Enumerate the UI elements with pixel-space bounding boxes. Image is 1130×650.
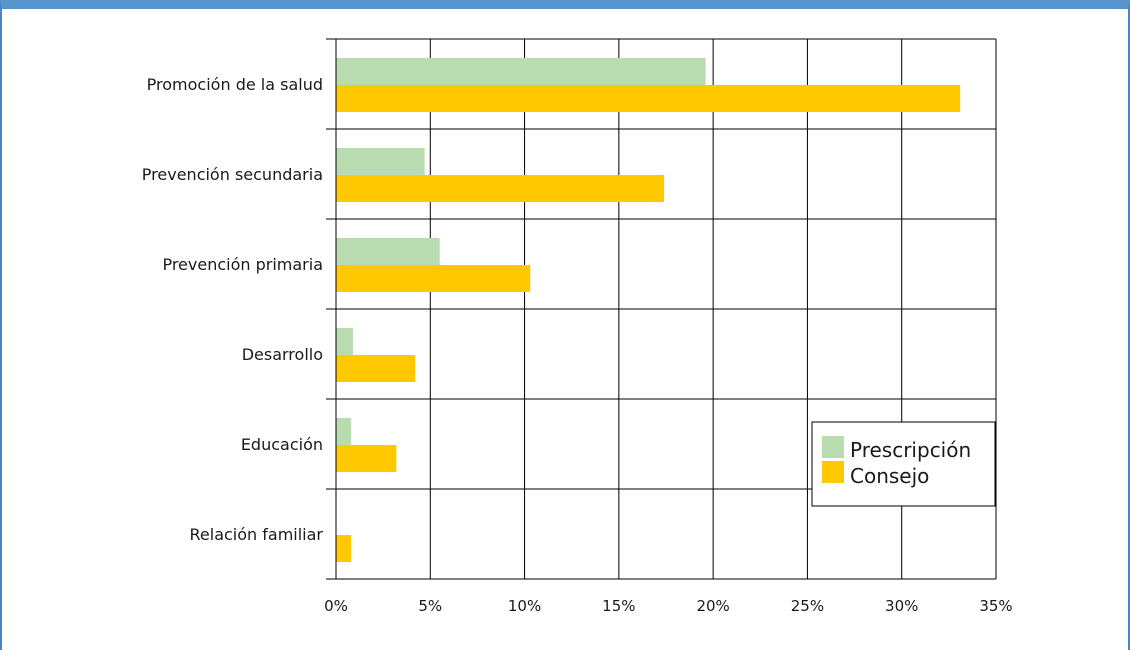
category-label-5: Relación familiar <box>190 525 324 544</box>
bars <box>336 58 961 562</box>
bar-prescripci-n-4 <box>336 418 352 445</box>
x-tick-label-4: 20% <box>696 597 729 615</box>
bar-prescripci-n-3 <box>336 328 353 355</box>
x-tick-label-0: 0% <box>324 597 348 615</box>
legend: Prescripción Consejo <box>811 421 996 507</box>
bar-consejo-0 <box>336 85 961 112</box>
category-label-1: Prevención secundaria <box>142 165 323 184</box>
bar-consejo-2 <box>336 265 531 292</box>
bar-consejo-1 <box>336 175 665 202</box>
bar-consejo-5 <box>336 535 352 562</box>
category-label-0: Promoción de la salud <box>147 75 323 94</box>
x-tick-label-1: 5% <box>418 597 442 615</box>
category-label-4: Educación <box>241 435 323 454</box>
x-tick-label-3: 15% <box>602 597 635 615</box>
legend-label-consejo: Consejo <box>850 464 929 488</box>
legend-swatch-consejo <box>822 461 844 483</box>
legend-label-prescripcion: Prescripción <box>850 438 971 462</box>
bar-consejo-4 <box>336 445 397 472</box>
bar-prescripci-n-0 <box>336 58 706 85</box>
category-label-3: Desarrollo <box>242 345 323 364</box>
bar-consejo-3 <box>336 355 416 382</box>
bar-prescripci-n-1 <box>336 148 425 175</box>
x-tick-label-2: 10% <box>508 597 541 615</box>
x-tick-label-5: 25% <box>791 597 824 615</box>
x-tick-label-6: 30% <box>885 597 918 615</box>
x-tick-label-7: 35% <box>979 597 1012 615</box>
category-label-2: Prevención primaria <box>162 255 323 274</box>
category-labels: Promoción de la salud Prevención secundar… <box>142 75 324 544</box>
grid <box>326 38 997 580</box>
x-tick-labels: 0% 5% 10% 15% 20% 25% 30% 35% <box>324 597 1013 615</box>
bar-prescripci-n-2 <box>336 238 440 265</box>
legend-swatch-prescripcion <box>822 436 844 458</box>
